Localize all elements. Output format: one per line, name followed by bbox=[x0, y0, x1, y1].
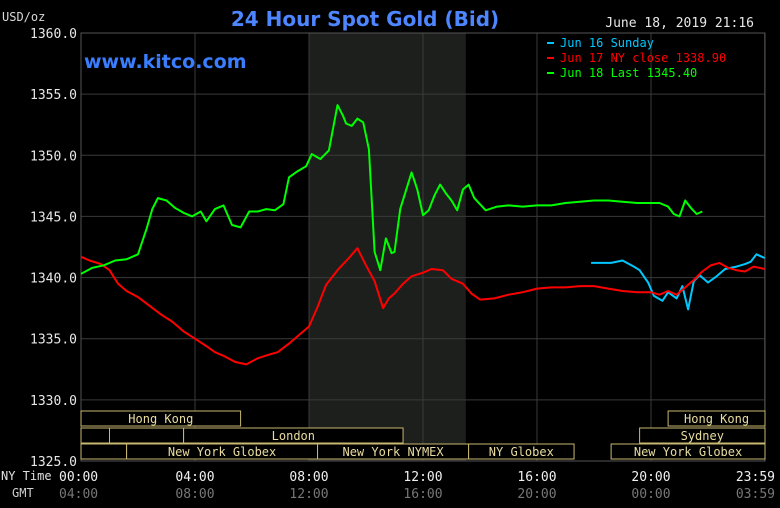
gmt-tick-label: 04:00 bbox=[59, 487, 98, 502]
legend-entry: Jun 18 Last 1345.40 bbox=[560, 66, 697, 80]
y-tick-label: 1335.0 bbox=[30, 333, 77, 348]
chart-title: 24 Hour Spot Gold (Bid) bbox=[231, 7, 499, 31]
session-label: London bbox=[272, 429, 315, 443]
series-line-0 bbox=[591, 253, 766, 311]
session-label: New York Globex bbox=[168, 445, 276, 459]
gmt-tick-label: 08:00 bbox=[175, 487, 214, 502]
shaded-region-layer bbox=[309, 33, 466, 461]
session-label: New York NYMEX bbox=[342, 445, 444, 459]
plot-frame bbox=[80, 32, 766, 462]
ny-time-row-label: NY Time bbox=[1, 469, 52, 483]
x-tick-label: 23:59 bbox=[736, 470, 775, 485]
session-bar bbox=[80, 443, 128, 460]
timestamp-label: June 18, 2019 21:16 bbox=[605, 16, 754, 31]
brand-watermark: www.kitco.com bbox=[84, 51, 247, 73]
y-axis-unit-label: USD/oz bbox=[2, 10, 45, 24]
session-label: Sydney bbox=[681, 429, 724, 443]
gmt-tick-label: 03:59 bbox=[736, 487, 775, 502]
session-bar bbox=[468, 443, 575, 460]
session-label: Hong Kong bbox=[684, 412, 749, 426]
session-label: New York Globex bbox=[634, 445, 742, 459]
session-bar bbox=[183, 427, 404, 444]
x-tick-label: 04:00 bbox=[175, 470, 214, 485]
sessions-layer: Hong Kong Hong Kong London Sydney New York G… bbox=[80, 410, 766, 460]
x-tick-label: 16:00 bbox=[517, 470, 556, 485]
y-tick-label: 1325.0 bbox=[30, 455, 77, 470]
axis-layer: 1360.0 1355.0 1350.0 1345.0 1340.0 1335.0 1330… bbox=[30, 27, 775, 502]
session-bar bbox=[639, 427, 766, 444]
legend-entry: Jun 17 NY close 1338.90 bbox=[560, 51, 726, 65]
shaded-region bbox=[309, 33, 466, 461]
x-tick-label: 12:00 bbox=[403, 470, 442, 485]
session-label: Hong Kong bbox=[128, 412, 193, 426]
session-bar bbox=[109, 427, 185, 444]
gmt-tick-label: 16:00 bbox=[403, 487, 442, 502]
gmt-tick-label: 20:00 bbox=[517, 487, 556, 502]
y-tick-label: 1360.0 bbox=[30, 27, 77, 42]
series-line-2 bbox=[80, 104, 703, 275]
x-tick-label: 08:00 bbox=[289, 470, 328, 485]
y-tick-label: 1350.0 bbox=[30, 149, 77, 164]
session-bar bbox=[610, 443, 766, 460]
y-tick-label: 1330.0 bbox=[30, 394, 77, 409]
session-bar bbox=[80, 410, 242, 427]
y-tick-label: 1340.0 bbox=[30, 272, 77, 287]
gmt-tick-label: 12:00 bbox=[289, 487, 328, 502]
x-tick-label: 20:00 bbox=[631, 470, 670, 485]
y-tick-label: 1345.0 bbox=[30, 210, 77, 225]
session-label: NY Globex bbox=[489, 445, 554, 459]
legend-entry: Jun 16 Sunday bbox=[560, 36, 654, 50]
session-bar bbox=[80, 427, 110, 444]
session-bar bbox=[667, 410, 766, 427]
x-tick-label: 00:00 bbox=[59, 470, 98, 485]
gmt-tick-label: 00:00 bbox=[631, 487, 670, 502]
grid-layer bbox=[80, 32, 766, 462]
gmt-row-label: GMT bbox=[12, 486, 34, 500]
series-line-1 bbox=[80, 247, 765, 366]
y-tick-label: 1355.0 bbox=[30, 88, 77, 103]
series-layer bbox=[80, 104, 766, 366]
